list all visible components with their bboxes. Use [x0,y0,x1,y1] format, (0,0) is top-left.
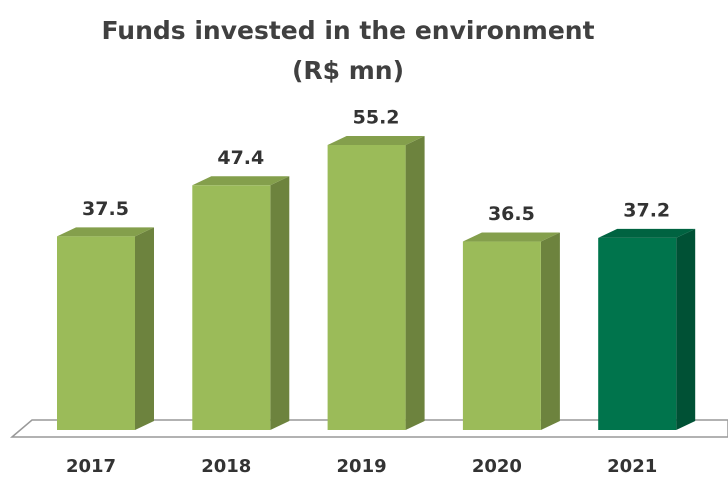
bar-side [270,176,290,430]
bar-top [462,232,560,242]
bar [57,236,135,430]
bar-side [135,227,154,430]
chart-subtitle: (R$ mn) [292,56,404,85]
x-tick-label: 2019 [337,456,387,477]
value-label: 55.2 [353,107,400,129]
bar-side [540,232,560,430]
x-tick-label: 2020 [472,456,522,477]
bar-top [57,227,154,237]
bar-top [327,136,425,145]
value-label: 37.5 [82,198,129,220]
bar [192,185,271,430]
bar [327,145,406,430]
x-tick-label: 2017 [66,456,116,477]
bar-top [598,228,696,238]
bar [462,241,541,430]
bar-side [676,228,696,430]
bar-side [405,136,425,430]
bar-top [192,176,290,186]
value-label: 47.4 [217,147,264,169]
value-label: 36.5 [488,203,535,225]
bar [598,237,677,430]
x-tick-label: 2018 [201,456,251,477]
value-label: 37.2 [623,199,670,221]
chart-title: Funds invested in the environment [101,16,594,45]
x-tick-label: 2021 [607,456,657,477]
